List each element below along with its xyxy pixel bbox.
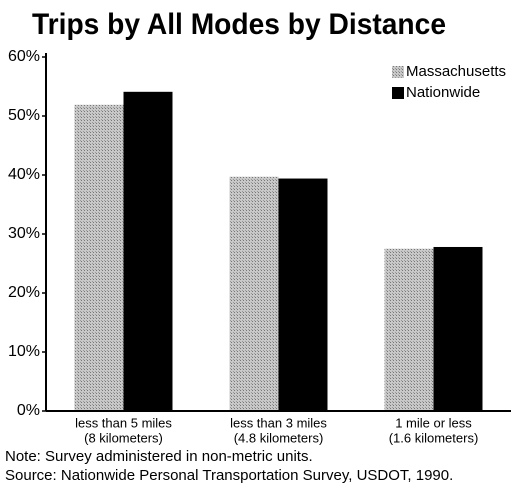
y-tick-label: 0% (17, 402, 40, 419)
x-tick-label: (4.8 kilometers) (234, 430, 324, 445)
x-tick-label: less than 5 miles (75, 415, 172, 430)
bar (433, 246, 483, 411)
legend-swatch (392, 87, 404, 99)
y-tick-label: 40% (8, 166, 40, 183)
bar (123, 91, 173, 411)
bar (278, 178, 328, 411)
y-tick-label: 60% (8, 48, 40, 65)
bar (384, 248, 434, 411)
legend-label: Massachusetts (406, 63, 506, 80)
bar (74, 104, 124, 411)
x-tick-label: (8 kilometers) (84, 430, 163, 445)
note: Note: Survey administered in non-metric … (5, 448, 313, 465)
bar (229, 176, 279, 411)
x-tick-label: (1.6 kilometers) (389, 430, 479, 445)
source: Source: Nationwide Personal Transportati… (5, 467, 453, 484)
x-tick-label: less than 3 miles (230, 415, 327, 430)
y-tick-label: 30% (8, 225, 40, 242)
chart-title: Trips by All Modes by Distance (32, 8, 446, 41)
legend-label: Nationwide (406, 84, 480, 101)
y-tick-label: 10% (8, 343, 40, 360)
legend-swatch (392, 66, 404, 78)
y-tick-label: 50% (8, 107, 40, 124)
y-tick-label: 20% (8, 284, 40, 301)
x-tick-label: 1 mile or less (395, 415, 472, 430)
